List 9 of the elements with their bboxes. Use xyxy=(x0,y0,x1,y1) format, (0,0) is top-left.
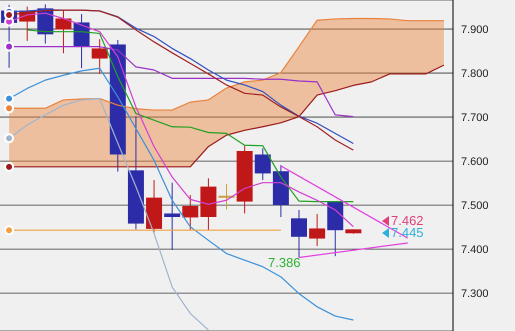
annotation: 7.386 xyxy=(268,255,301,270)
y-tick-label: 7.400 xyxy=(461,244,489,256)
y-tick-label: 7.700 xyxy=(461,112,489,124)
y-tick-label: 7.500 xyxy=(461,200,489,212)
y-tick-label: 7.900 xyxy=(461,24,489,36)
annotation: 7.462 xyxy=(391,213,424,228)
y-tick-label: 7.300 xyxy=(461,288,489,300)
y-tick-label: 7.600 xyxy=(461,156,489,168)
y-tick-label: 7.800 xyxy=(461,68,489,80)
